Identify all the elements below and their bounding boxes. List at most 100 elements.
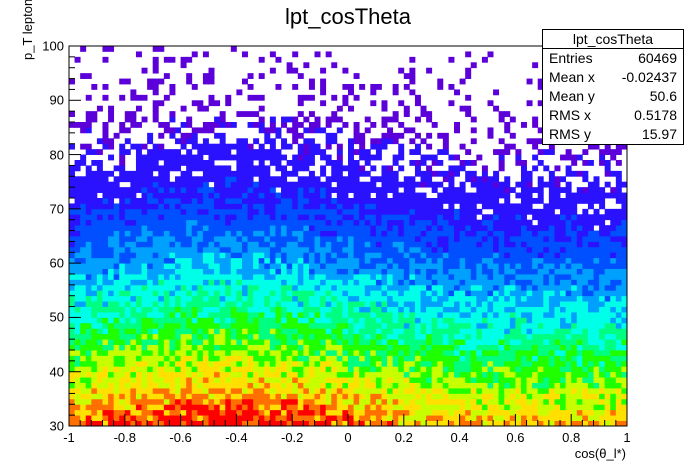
heatmap-cell — [392, 252, 399, 259]
heatmap-cell — [481, 312, 488, 318]
heatmap-cell — [465, 333, 472, 340]
heatmap-cell — [225, 290, 232, 297]
heatmap-cell — [253, 263, 260, 269]
heatmap-cell — [431, 241, 438, 248]
heatmap-cell — [247, 339, 254, 345]
heatmap-cell — [80, 154, 87, 161]
heatmap-cell — [85, 246, 92, 253]
heatmap-cell — [431, 328, 438, 335]
heatmap-cell — [342, 295, 349, 302]
heatmap-cell — [275, 377, 282, 383]
heatmap-cell — [152, 208, 159, 215]
heatmap-cell — [470, 263, 477, 269]
heatmap-cell — [91, 268, 98, 275]
heatmap-cell — [381, 165, 388, 172]
heatmap-cell — [275, 333, 282, 340]
heatmap-cell — [442, 393, 449, 400]
heatmap-cell — [554, 371, 561, 378]
heatmap-cell — [314, 398, 321, 405]
heatmap-cell — [69, 246, 75, 253]
heatmap-cell — [96, 214, 103, 221]
heatmap-cell — [515, 404, 522, 411]
heatmap-cell — [191, 154, 198, 161]
heatmap-cell — [442, 301, 449, 307]
heatmap-cell — [487, 219, 494, 226]
heatmap-cell — [191, 208, 198, 215]
heatmap-cell — [96, 415, 103, 421]
heatmap-cell — [113, 312, 120, 318]
heatmap-cell — [197, 415, 204, 421]
heatmap-cell — [158, 241, 165, 248]
heatmap-cell — [599, 263, 606, 269]
heatmap-cell — [286, 170, 293, 177]
heatmap-cell — [241, 241, 248, 248]
heatmap-cell — [292, 398, 299, 405]
heatmap-cell — [119, 279, 126, 286]
heatmap-cell — [342, 236, 349, 242]
heatmap-cell — [504, 409, 511, 416]
heatmap-cell — [431, 301, 438, 307]
heatmap-cell — [163, 377, 170, 383]
heatmap-cell — [481, 393, 488, 400]
heatmap-cell — [241, 317, 248, 324]
heatmap-cell — [526, 279, 533, 286]
heatmap-cell — [208, 350, 215, 356]
heatmap-cell — [409, 176, 416, 183]
heatmap-cell — [554, 257, 561, 264]
heatmap-cell — [264, 154, 271, 161]
heatmap-cell — [96, 279, 103, 286]
heatmap-cell — [509, 409, 516, 416]
heatmap-cell — [286, 257, 293, 264]
heatmap-cell — [336, 360, 343, 367]
heatmap-cell — [593, 333, 600, 340]
heatmap-cell — [437, 160, 444, 166]
heatmap-cell — [208, 398, 215, 405]
heatmap-cell — [247, 398, 254, 405]
heatmap-cell — [409, 268, 416, 275]
heatmap-cell — [420, 252, 427, 259]
heatmap-cell — [353, 219, 360, 226]
heatmap-cell — [481, 301, 488, 307]
heatmap-cell — [253, 366, 260, 373]
heatmap-cell — [336, 333, 343, 340]
heatmap-cell — [163, 295, 170, 302]
heatmap-cell — [308, 366, 315, 373]
heatmap-cell — [364, 160, 371, 166]
heatmap-cell — [504, 181, 511, 188]
heatmap-cell — [493, 295, 500, 302]
heatmap-cell — [571, 257, 578, 264]
heatmap-cell — [504, 143, 511, 150]
heatmap-cell — [292, 252, 299, 259]
heatmap-cell — [615, 246, 622, 253]
heatmap-cell — [431, 339, 438, 345]
heatmap-cell — [381, 143, 388, 150]
heatmap-cell — [258, 344, 265, 351]
heatmap-cell — [515, 393, 522, 400]
heatmap-cell — [398, 246, 405, 253]
heatmap-cell — [398, 382, 405, 389]
heatmap-cell — [431, 317, 438, 324]
heatmap-cell — [481, 409, 488, 416]
heatmap-cell — [437, 198, 444, 204]
heatmap-cell — [414, 366, 421, 373]
heatmap-cell — [320, 360, 327, 367]
heatmap-cell — [147, 268, 154, 275]
heatmap-cell — [108, 236, 115, 242]
heatmap-cell — [487, 328, 494, 335]
heatmap-cell — [308, 393, 315, 400]
heatmap-cell — [348, 312, 354, 318]
heatmap-cell — [85, 295, 92, 302]
heatmap-cell — [353, 165, 360, 172]
heatmap-cell — [431, 295, 438, 302]
heatmap-cell — [526, 393, 533, 400]
heatmap-cell — [202, 165, 209, 172]
heatmap-cell — [258, 317, 265, 324]
heatmap-cell — [448, 409, 455, 416]
heatmap-cell — [403, 236, 410, 242]
heatmap-cell — [375, 138, 382, 145]
heatmap-cell — [124, 187, 131, 193]
heatmap-cell — [498, 284, 505, 291]
heatmap-cell — [454, 398, 460, 405]
heatmap-cell — [610, 149, 617, 155]
heatmap-cell — [359, 198, 366, 204]
